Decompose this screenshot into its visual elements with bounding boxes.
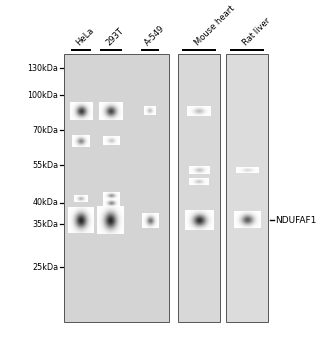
Text: A-549: A-549 xyxy=(143,23,167,47)
Text: Mouse heart: Mouse heart xyxy=(193,4,236,47)
Bar xyxy=(178,54,220,322)
Text: NDUFAF1: NDUFAF1 xyxy=(275,216,317,225)
Text: 293T: 293T xyxy=(104,26,126,47)
Text: 35kDa: 35kDa xyxy=(32,220,58,229)
Bar xyxy=(230,49,264,51)
Text: Rat liver: Rat liver xyxy=(241,16,272,47)
Bar xyxy=(71,49,91,51)
Bar xyxy=(100,49,122,51)
Text: 70kDa: 70kDa xyxy=(32,126,58,135)
Text: 130kDa: 130kDa xyxy=(28,64,58,73)
Text: 100kDa: 100kDa xyxy=(28,91,58,100)
Bar xyxy=(65,54,169,322)
Bar xyxy=(65,54,169,322)
Text: 55kDa: 55kDa xyxy=(32,161,58,170)
Text: 25kDa: 25kDa xyxy=(32,263,58,272)
Text: HeLa: HeLa xyxy=(74,26,96,47)
Bar xyxy=(226,54,268,322)
Bar xyxy=(141,49,159,51)
Bar xyxy=(182,49,216,51)
Bar xyxy=(178,54,220,322)
Bar xyxy=(226,54,268,322)
Text: 40kDa: 40kDa xyxy=(32,198,58,207)
